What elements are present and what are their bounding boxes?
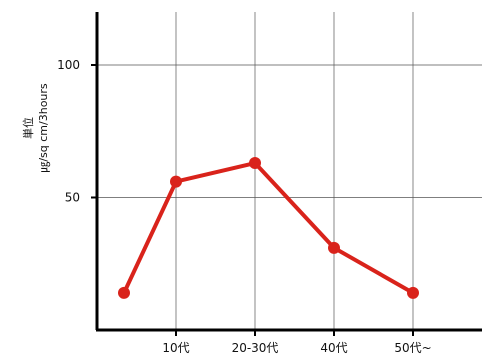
y-tick-label: 50 (65, 191, 80, 205)
axes (95, 12, 482, 332)
y-axis-title: 単位 ㎍/sq cm/3hours (21, 83, 50, 173)
series-polyline (122, 161, 414, 295)
y-tick-label: 100 (57, 58, 80, 72)
x-tick-label: 40代 (320, 341, 347, 355)
x-tick-label: 10代 (162, 341, 189, 355)
data-point (328, 241, 340, 254)
ticks (91, 64, 414, 336)
y-axis-label: ㎍/sq cm/3hours (37, 83, 50, 173)
x-tick-label: 50代~ (394, 341, 431, 355)
data-point (249, 157, 261, 170)
grid-lines (97, 12, 482, 330)
x-tick-label: 20-30代 (232, 341, 279, 355)
y-axis-unit-label: 単位 (21, 117, 35, 139)
series-line (118, 157, 419, 299)
data-point (118, 286, 130, 299)
data-point (170, 175, 182, 188)
data-point (407, 286, 419, 299)
tick-labels: 10代 20-30代 40代 50代~ 50 100 (57, 58, 432, 355)
